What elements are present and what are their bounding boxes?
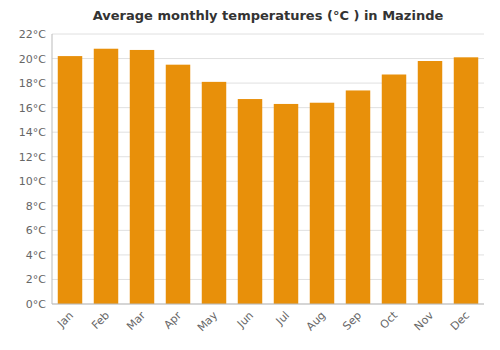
y-tick-label: 6°C <box>26 224 46 237</box>
y-tick-label: 18°C <box>19 77 46 90</box>
x-tick-label: Oct <box>377 308 400 331</box>
bar <box>58 56 82 304</box>
x-tick-label: Jan <box>54 309 76 331</box>
grid-line <box>52 304 484 305</box>
y-axis: 0°C 2°C 4°C 6°C 8°C 10°C 12°C 14°C 16°C 18°C 20°C 2… <box>19 28 46 311</box>
y-tick-label: 10°C <box>19 175 46 188</box>
x-axis-line <box>52 304 484 305</box>
bar <box>130 50 154 304</box>
bar <box>454 57 478 304</box>
y-tick-label: 4°C <box>26 249 46 262</box>
x-tick-label: Sep <box>340 309 364 333</box>
x-axis: Jan Feb Mar Apr May Jun Jul Aug Sep Oct Nov Dec <box>54 308 472 334</box>
bar <box>238 99 262 304</box>
x-tick-label: Mar <box>124 309 148 333</box>
chart-container: Average monthly temperatures (°C ) in Ma… <box>0 0 500 350</box>
grid-line <box>52 34 484 35</box>
bar <box>346 90 370 304</box>
bar <box>94 49 118 304</box>
x-tick-label: Apr <box>161 309 184 332</box>
y-tick-label: 22°C <box>19 28 46 41</box>
x-tick-label: Feb <box>89 309 112 332</box>
x-tick-label: Jun <box>234 309 256 331</box>
x-tick-label: Aug <box>304 309 328 333</box>
bar <box>274 104 298 304</box>
x-tick-label: Jul <box>273 309 292 328</box>
y-tick-label: 0°C <box>26 298 46 311</box>
bar <box>310 103 334 304</box>
bar <box>166 65 190 304</box>
bar <box>202 82 226 304</box>
bar <box>418 61 442 304</box>
y-tick-label: 2°C <box>26 273 46 286</box>
bars <box>58 49 478 304</box>
y-tick-label: 12°C <box>19 151 46 164</box>
y-tick-label: 16°C <box>19 102 46 115</box>
x-tick-label: Nov <box>412 309 437 334</box>
chart-svg: Average monthly temperatures (°C ) in Ma… <box>0 0 500 350</box>
y-tick-label: 20°C <box>19 53 46 66</box>
x-tick-label: May <box>195 309 221 335</box>
y-tick-label: 8°C <box>26 200 46 213</box>
y-axis-line <box>52 34 53 304</box>
bar <box>382 75 406 305</box>
x-tick-label: Dec <box>448 309 472 333</box>
y-tick-label: 14°C <box>19 126 46 139</box>
chart-title: Average monthly temperatures (°C ) in Ma… <box>93 8 444 23</box>
grid <box>52 34 484 304</box>
